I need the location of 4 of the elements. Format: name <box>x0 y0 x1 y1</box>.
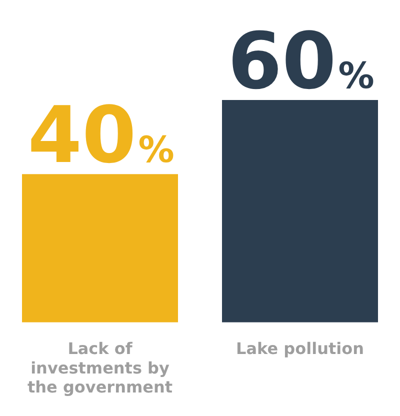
data-label: 60% <box>228 17 374 107</box>
x-tick-label: Lake pollution <box>236 339 364 358</box>
data-label: 40% <box>28 91 174 182</box>
x-tick-label: Lack of investments by the government <box>27 339 173 397</box>
